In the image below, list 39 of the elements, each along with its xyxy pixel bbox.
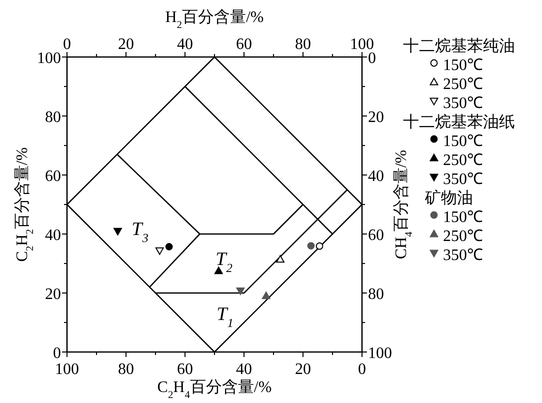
- y-tick-label: 20: [45, 286, 61, 303]
- x2-axis-title: H$_{2}$百分含量/%: [165, 8, 264, 30]
- text: 十二烷基苯纯油: [403, 37, 515, 55]
- x2-tick-label: 80: [295, 36, 311, 53]
- x-tick-label: 20: [295, 361, 311, 378]
- y2-tick-label: 40: [368, 168, 384, 185]
- y-tick-label: 80: [45, 109, 61, 126]
- x-tick-label: 60: [177, 361, 193, 378]
- legend-label: 250℃: [443, 152, 483, 169]
- legend-label: 150℃: [443, 133, 483, 150]
- y-tick-label: 0: [53, 345, 61, 362]
- text: 十二烷基苯油纸: [403, 113, 515, 131]
- x-tick-label: 40: [236, 361, 252, 378]
- text: 矿物油: [424, 189, 473, 207]
- annotation: T$_{2}$: [216, 249, 232, 275]
- legend-label: 350℃: [443, 247, 483, 264]
- legend-label: 350℃: [443, 171, 483, 188]
- legend-label: 350℃: [443, 95, 483, 112]
- y-tick-label: 40: [45, 227, 61, 244]
- x2-tick-label: 40: [177, 36, 193, 53]
- annotation: T$_{1}$: [216, 304, 234, 330]
- y2-tick-label: 100: [368, 345, 392, 362]
- y2-tick-label: 60: [368, 227, 384, 244]
- x2-tick-label: 60: [236, 36, 252, 53]
- y2-tick-label: 20: [368, 109, 384, 126]
- legend-label: 150℃: [443, 57, 483, 74]
- legend-label: 250℃: [443, 228, 483, 245]
- legend-label: 150℃: [443, 209, 483, 226]
- x-tick-label: 80: [118, 361, 134, 378]
- x2-tick-label: 20: [118, 36, 134, 53]
- y2-tick-label: 0: [368, 50, 376, 67]
- x-tick-label: 0: [358, 361, 366, 378]
- annotation: T$_{3}$: [132, 219, 148, 245]
- x2-tick-label: 100: [350, 36, 374, 53]
- y2-tick-label: 80: [368, 286, 384, 303]
- legend-label: 250℃: [443, 76, 483, 93]
- y-tick-label: 60: [45, 168, 61, 185]
- x-axis-title: C$_{2}$H$_{4}$百分含量/%: [157, 378, 272, 400]
- y-tick-label: 100: [37, 50, 61, 67]
